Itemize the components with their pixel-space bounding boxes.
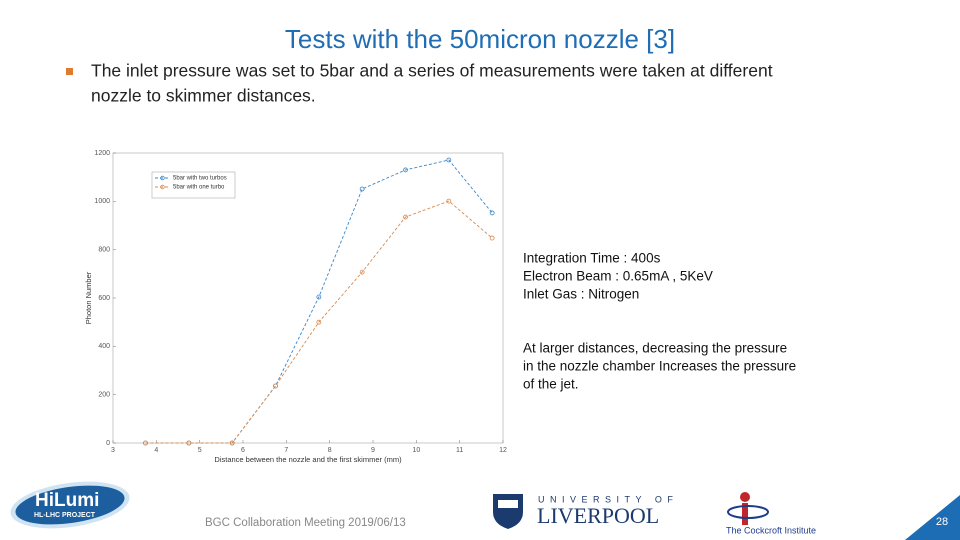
note-line: At larger distances, decreasing the pres… — [523, 341, 787, 356]
data-point — [143, 440, 148, 446]
cockcroft-logo: The Cockcroft Institute — [726, 492, 816, 535]
y-tick-label: 1200 — [94, 150, 110, 157]
data-point — [359, 269, 365, 275]
slide-title: Tests with the 50micron nozzle [3] — [285, 24, 675, 54]
x-axis-label: Distance between the nozzle and the firs… — [214, 455, 402, 464]
x-tick-label: 3 — [111, 447, 115, 454]
x-tick-label: 10 — [412, 447, 420, 454]
footer: BGC Collaboration Meeting 2019/06/13 — [205, 517, 406, 529]
x-tick-label: 4 — [154, 447, 158, 454]
data-point — [403, 214, 408, 220]
y-tick-label: 600 — [98, 295, 110, 302]
page-number: 28 — [936, 516, 948, 528]
liverpool-top: UNIVERSITY OF — [538, 494, 678, 504]
note-line: of the jet. — [523, 377, 579, 392]
x-tick-label: 5 — [198, 447, 202, 454]
x-tick-label: 12 — [499, 447, 507, 454]
y-tick-label: 0 — [106, 440, 110, 447]
data-point — [446, 198, 452, 204]
data-point — [489, 235, 495, 241]
cockcroft-name: The Cockcroft Institute — [726, 525, 816, 535]
chart: 0 200 400 600 800 1000 1200 3 4 5 6 7 8 9 10 11 12 Distan… — [84, 150, 507, 464]
x-tick-label: 7 — [284, 447, 288, 454]
legend-box — [151, 171, 236, 199]
bullet-line: The inlet pressure was set to 5bar and a… — [91, 61, 773, 81]
y-axis-label: Photon Number — [84, 271, 93, 324]
y-tick-label: 1000 — [94, 198, 110, 205]
hilumi-sub: HL-LHC PROJECT — [34, 512, 96, 519]
y-tick-label: 800 — [98, 247, 110, 254]
data-point — [316, 319, 322, 325]
data-point — [489, 210, 495, 216]
note-line: Electron Beam : 0.65mA , 5KeV — [523, 269, 713, 284]
x-tick-label: 11 — [456, 447, 463, 454]
hilumi-logo: HiLumi HL-LHC PROJECT — [10, 481, 130, 529]
x-tick-label: 8 — [328, 447, 332, 454]
plot-frame — [112, 152, 504, 444]
data-point — [186, 440, 192, 446]
data-point — [403, 167, 408, 173]
data-point — [273, 383, 278, 389]
data-point — [446, 157, 452, 163]
note-line: Integration Time : 400s — [523, 251, 661, 266]
corner-decoration — [905, 495, 960, 540]
bullet-line: nozzle to skimmer distances. — [91, 86, 316, 106]
hilumi-name: HiLumi — [35, 490, 99, 511]
x-tick-label: 6 — [241, 447, 245, 454]
data-point — [229, 440, 235, 446]
note-line: in the nozzle chamber Increases the pres… — [523, 359, 796, 374]
legend-label: 5bar with two turbos — [173, 176, 227, 182]
note-line: Inlet Gas : Nitrogen — [523, 287, 639, 302]
x-tick-label: 9 — [371, 447, 375, 454]
liverpool-logo: UNIVERSITY OF LIVERPOOL — [493, 494, 678, 529]
legend-label: 5bar with one turbo — [173, 185, 225, 191]
data-point — [359, 186, 365, 192]
series-line — [145, 200, 493, 444]
legend-marker — [160, 184, 165, 190]
y-tick-label: 200 — [98, 392, 110, 399]
bullet-marker — [66, 68, 73, 75]
liverpool-name: LIVERPOOL — [537, 503, 659, 528]
y-tick-label: 400 — [98, 343, 110, 350]
data-point — [316, 294, 322, 300]
legend-marker — [160, 175, 165, 181]
